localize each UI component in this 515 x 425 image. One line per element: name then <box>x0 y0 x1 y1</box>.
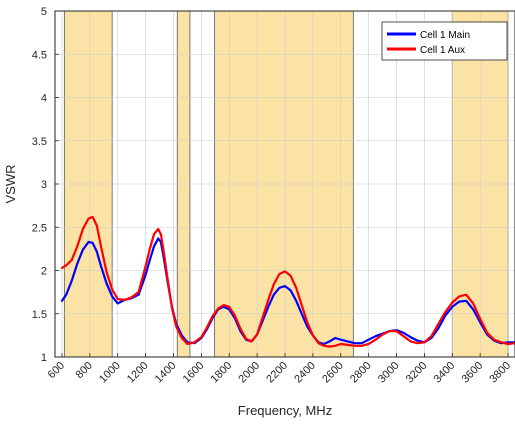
y-tick-label: 4.5 <box>32 49 47 61</box>
y-tick-label: 3.5 <box>32 136 47 148</box>
y-tick-label: 5 <box>41 6 47 18</box>
legend-box <box>381 21 508 61</box>
legend-label-cell-1-aux: Cell 1 Aux <box>420 45 465 56</box>
series-lines <box>60 215 515 348</box>
series-line-cell-1-aux <box>60 215 515 348</box>
y-tick-label: 1 <box>41 352 47 364</box>
x-axis-label: Frequency, MHz <box>238 403 332 418</box>
y-tick-label: 2.5 <box>32 222 47 234</box>
legend: Cell 1 Main Cell 1 Aux <box>381 21 508 61</box>
legend-label-cell-1-main: Cell 1 Main <box>420 30 470 41</box>
y-tick-label: 2 <box>41 266 47 278</box>
y-tick-label: 4 <box>41 93 47 105</box>
y-tick-label: 3 <box>41 179 47 191</box>
y-axis-label: VSWR <box>3 165 18 204</box>
y-tick-label: 1.5 <box>32 309 47 321</box>
